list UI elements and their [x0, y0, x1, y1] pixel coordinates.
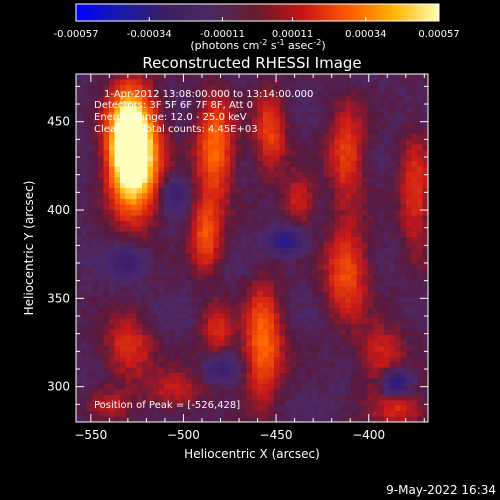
x-tick-label: −400 — [352, 428, 385, 442]
y-tick-label: 300 — [47, 380, 70, 394]
x-tick-label: −500 — [167, 428, 200, 442]
annotation-block: 1-Apr-2012 13:08:00.000 to 13:14:00.000 … — [94, 89, 313, 411]
plot-frame — [75, 73, 429, 423]
colorbar-tick-label: -0.00034 — [127, 29, 172, 40]
colorbar-units: (photons cm-2 s-1 asec-2) — [190, 38, 325, 52]
annotation-peak-position: Position of Peak = [-526,428] — [94, 400, 240, 411]
y-tick-label: 450 — [47, 115, 70, 129]
x-axis-label: Heliocentric X (arcsec) — [184, 447, 320, 461]
annotation-time-range: 1-Apr-2012 13:08:00.000 to 13:14:00.000 — [104, 89, 313, 100]
colorbar-ticks: -0.00057 -0.00034 -0.00011 0.00011 0.00034 0.… — [54, 17, 460, 40]
plot-area: −550 −500 −450 −400 300 350 400 450 — [47, 73, 429, 442]
x-tick-label: −550 — [74, 428, 107, 442]
x-tick-label: −450 — [260, 428, 293, 442]
colorbar-tick-label: 0.00034 — [345, 29, 386, 40]
heatmap-image — [76, 74, 428, 422]
y-tick-label: 350 — [47, 291, 70, 305]
colorbar-gradient — [75, 3, 440, 22]
annotation-clean-counts: Clean Total counts: 4.45E+03 — [94, 124, 258, 135]
annotation-detectors: Detectors: 3F 5F 6F 7F 8F, Att 0 — [94, 100, 253, 111]
chart-title: Reconstructed RHESSI Image — [142, 54, 361, 72]
colorbar-tick-label: -0.00057 — [54, 29, 99, 40]
axis-ticks: −550 −500 −450 −400 300 350 400 450 — [47, 74, 428, 442]
timestamp: 9-May-2022 16:34 — [386, 483, 496, 497]
colorbar: -0.00057 -0.00034 -0.00011 0.00011 0.00034 0.… — [54, 3, 460, 52]
y-tick-label: 400 — [47, 203, 70, 217]
annotation-energy-range: Energy Range: 12.0 - 25.0 keV — [94, 112, 247, 123]
colorbar-tick-label: -0.00011 — [200, 29, 245, 40]
colorbar-tick-label: 0.00011 — [272, 29, 313, 40]
y-axis-label: Heliocentric Y (arcsec) — [22, 181, 36, 316]
colorbar-tick-label: 0.00057 — [418, 29, 459, 40]
